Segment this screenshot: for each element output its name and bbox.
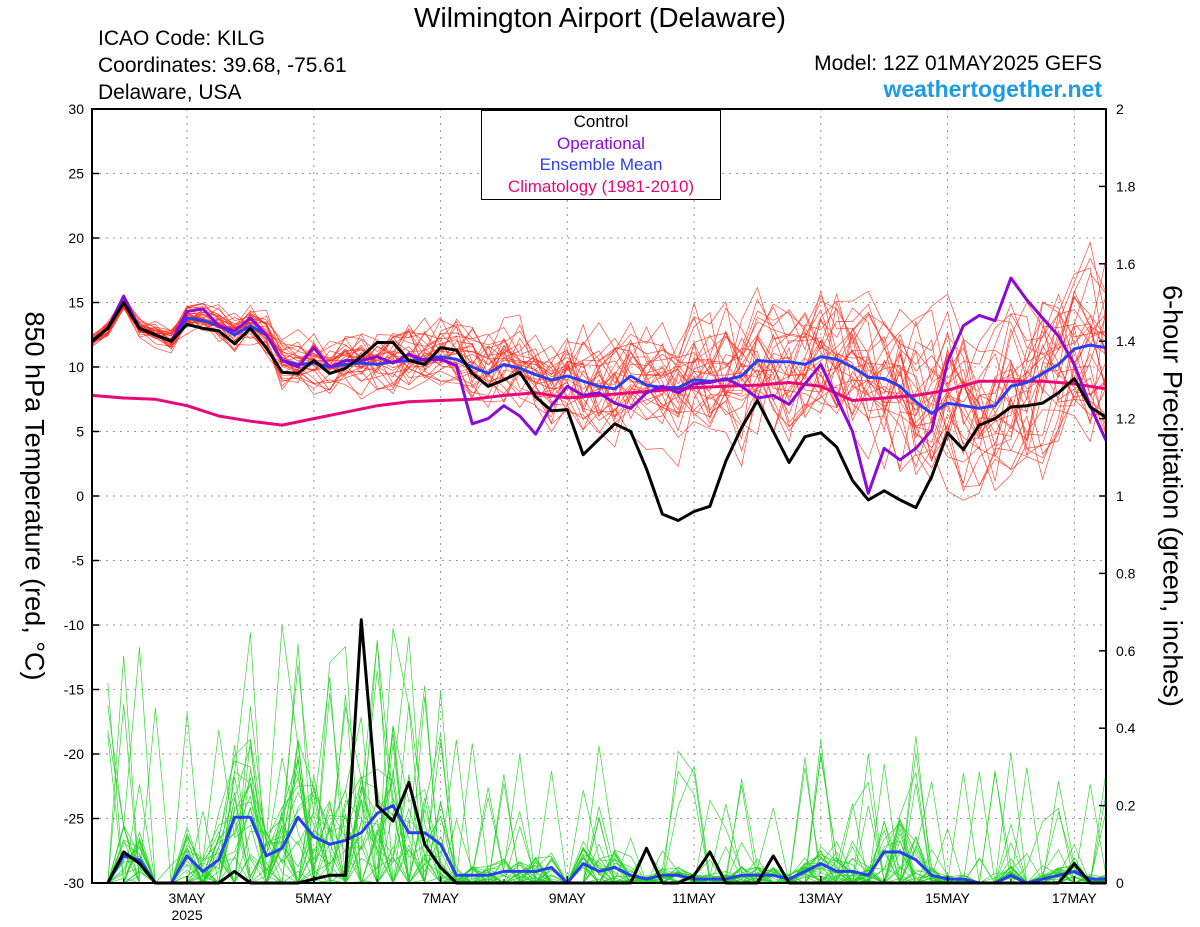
y-right-tick-label: 1.6 (1116, 256, 1136, 272)
y-left-tick-label: -10 (64, 617, 84, 633)
temp-member-line (91, 267, 1107, 428)
y-right-tick-label: 0 (1116, 875, 1124, 891)
temp-member-line (91, 296, 1107, 487)
icao-code: ICAO Code: KILG (98, 27, 265, 50)
temp-member-line (91, 298, 1107, 448)
precip-member-line (107, 682, 1106, 884)
y-right-tick-label: 0.2 (1116, 798, 1136, 814)
x-tick-sublabel: 2025 (171, 907, 202, 923)
y-left-tick-label: 25 (68, 166, 84, 182)
y-right-tick-label: 2 (1116, 101, 1124, 117)
legend: Control Operational Ensemble Mean Climat… (481, 110, 721, 200)
x-tick-label: 13MAY (798, 890, 844, 906)
x-tick-label: 7MAY (422, 890, 460, 906)
precip-member-line (107, 628, 1107, 884)
y-right-tick-label: 0.8 (1116, 565, 1136, 581)
y-right-tick-label: 1.2 (1116, 411, 1136, 427)
model-run: Model: 12Z 01MAY2025 GEFS (814, 52, 1102, 75)
temp-control-line (91, 301, 1107, 522)
precip-member-line (107, 643, 1106, 885)
y-left-tick-label: -30 (64, 875, 84, 891)
x-tick-label: 11MAY (672, 890, 716, 906)
y-right-tick-label: 0.4 (1116, 720, 1136, 736)
y-left-tick-label: 0 (76, 488, 84, 504)
y-right-tick-label: 0.6 (1116, 643, 1136, 659)
climatology-line (91, 379, 1107, 427)
legend-operational: Operational (557, 133, 645, 153)
y-left-tick-label: 5 (76, 424, 84, 440)
temp-member-line (91, 304, 1107, 470)
precip-mean-line (106, 804, 1106, 885)
precip-member-line (107, 740, 1107, 885)
ensemble-members (91, 241, 1107, 885)
y-left-tick-label: 30 (68, 101, 84, 117)
legend-ensemble-mean: Ensemble Mean (539, 155, 663, 174)
y-left-tick-label: 10 (68, 359, 84, 375)
x-tick-label: 17MAY (1052, 890, 1098, 906)
temp-member-line (91, 302, 1107, 476)
precip-member-line (107, 738, 1107, 884)
y-left-tick-label: -5 (72, 553, 85, 569)
precip-member-line (107, 735, 1107, 884)
temp-member-line (91, 304, 1107, 459)
y-left-tick-label: -15 (64, 682, 84, 698)
y-right-tick-label: 1 (1116, 488, 1124, 504)
precip-member-line (107, 694, 1107, 884)
y-right-tick-label: 1.4 (1116, 333, 1136, 349)
precip-member-line (107, 636, 1106, 884)
coordinates: Coordinates: 39.68, -75.61 (98, 54, 347, 77)
y-right-tick-label: 1.8 (1116, 178, 1136, 194)
y-left-tick-label: 15 (68, 295, 84, 311)
x-tick-label: 15MAY (925, 890, 971, 906)
operational-line (91, 276, 1108, 495)
y-left-tick-label: -25 (64, 811, 84, 827)
region: Delaware, USA (98, 81, 242, 104)
precip-member-line (107, 624, 1107, 885)
x-tick-label: 9MAY (549, 890, 587, 906)
legend-climatology: Climatology (1981-2010) (507, 176, 695, 196)
axis-ticks: 302520151050-5-10-15-20-25-3021.81.61.41… (64, 101, 1136, 923)
site-link[interactable]: weathertogether.net (883, 76, 1102, 102)
y-left-tick-label: 20 (68, 230, 84, 246)
page-title: Wilmington Airport (Delaware) (414, 2, 786, 33)
precip-member-line (107, 632, 1107, 884)
y-left-tick-label: -20 (64, 746, 84, 762)
x-tick-label: 5MAY (295, 890, 333, 906)
legend-control: Control (573, 112, 629, 131)
precip-member-line (107, 640, 1107, 885)
x-tick-label: 3MAY (169, 890, 207, 906)
precip-control-line (106, 618, 1106, 885)
temp-member-line (91, 298, 1107, 462)
